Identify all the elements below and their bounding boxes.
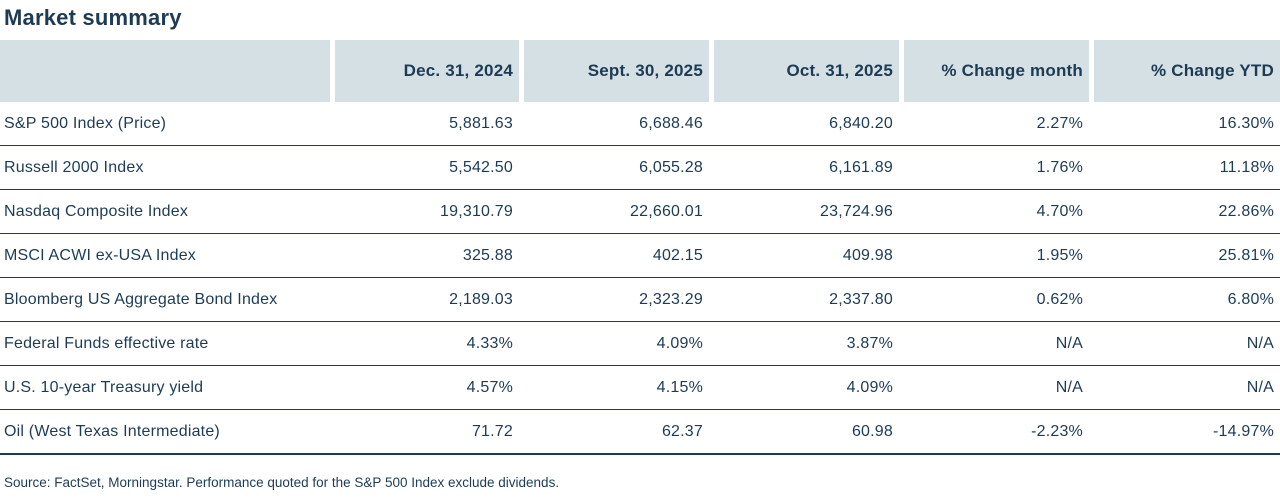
- row-label: MSCI ACWI ex-USA Index: [4, 246, 197, 264]
- cell-value: 325.88: [462, 246, 513, 264]
- cell-value: 1.95%: [1036, 246, 1083, 264]
- cell-value: 62.37: [661, 422, 703, 440]
- cell-value: 11.18%: [1219, 158, 1274, 176]
- col-header-pct-change-month: % Change month: [904, 40, 1089, 102]
- source-note: Source: FactSet, Morningstar. Performanc…: [4, 475, 560, 490]
- cell-value: 22.86%: [1218, 202, 1274, 220]
- cell-value: 4.33%: [466, 334, 513, 352]
- cell-value: 6,840.20: [829, 114, 893, 132]
- cell-value: N/A: [1055, 334, 1083, 352]
- cell-value: 6,688.46: [639, 114, 703, 132]
- cell-value: 2,189.03: [449, 290, 513, 308]
- cell-value: -14.97%: [1213, 422, 1274, 440]
- col-header-empty: [0, 40, 330, 102]
- cell-value: N/A: [1246, 334, 1274, 352]
- cell-value: 5,542.50: [449, 158, 513, 176]
- row-label: Oil (West Texas Intermediate): [4, 422, 220, 440]
- cell-value: 2,337.80: [829, 290, 893, 308]
- col-header-dec-31-2024: Dec. 31, 2024: [335, 40, 519, 102]
- row-label: U.S. 10-year Treasury yield: [4, 378, 204, 396]
- cell-value: 3.87%: [846, 334, 893, 352]
- col-header-sept-30-2025: Sept. 30, 2025: [524, 40, 709, 102]
- row-label: Bloomberg US Aggregate Bond Index: [4, 290, 278, 308]
- cell-value: 23,724.96: [820, 202, 893, 220]
- cell-value: 25.81%: [1218, 246, 1274, 264]
- table-row-russell-2000: Russell 2000 Index 5,542.50 6,055.28 6,1…: [0, 146, 1280, 190]
- cell-value: 4.15%: [656, 378, 703, 396]
- table-header-row: Dec. 31, 2024 Sept. 30, 2025 Oct. 31, 20…: [0, 40, 1280, 102]
- cell-value: -2.23%: [1031, 422, 1083, 440]
- table-row-msci-acwi: MSCI ACWI ex-USA Index 325.88 402.15 409…: [0, 234, 1280, 278]
- page-title: Market summary: [4, 5, 182, 30]
- cell-value: 6,055.28: [639, 158, 703, 176]
- cell-value: 4.09%: [846, 378, 893, 396]
- cell-value: 4.09%: [656, 334, 703, 352]
- cell-value: 22,660.01: [630, 202, 703, 220]
- cell-value: 71.72: [471, 422, 513, 440]
- table-row-nasdaq: Nasdaq Composite Index 19,310.79 22,660.…: [0, 190, 1280, 234]
- table-row-fed-funds: Federal Funds effective rate 4.33% 4.09%…: [0, 322, 1280, 366]
- row-label: Nasdaq Composite Index: [4, 202, 189, 220]
- cell-value: 1.76%: [1036, 158, 1083, 176]
- cell-value: N/A: [1055, 378, 1083, 396]
- cell-value: 402.15: [652, 246, 703, 264]
- cell-value: 2,323.29: [639, 290, 703, 308]
- table-row-sp500: S&P 500 Index (Price) 5,881.63 6,688.46 …: [0, 102, 1280, 146]
- cell-value: 4.57%: [466, 378, 513, 396]
- cell-value: 60.98: [851, 422, 893, 440]
- cell-value: 5,881.63: [449, 114, 513, 132]
- table-row-bloomberg-agg: Bloomberg US Aggregate Bond Index 2,189.…: [0, 278, 1280, 322]
- market-summary-table: Dec. 31, 2024 Sept. 30, 2025 Oct. 31, 20…: [0, 40, 1280, 455]
- cell-value: N/A: [1246, 378, 1274, 396]
- cell-value: 19,310.79: [440, 202, 513, 220]
- cell-value: 6,161.89: [829, 158, 893, 176]
- row-label: S&P 500 Index (Price): [4, 114, 167, 132]
- table-row-treasury-yield: U.S. 10-year Treasury yield 4.57% 4.15% …: [0, 366, 1280, 410]
- cell-value: 409.98: [842, 246, 893, 264]
- col-header-oct-31-2025: Oct. 31, 2025: [714, 40, 899, 102]
- cell-value: 6.80%: [1227, 290, 1274, 308]
- cell-value: 4.70%: [1036, 202, 1083, 220]
- cell-value: 2.27%: [1036, 114, 1083, 132]
- col-header-pct-change-ytd: % Change YTD: [1094, 40, 1280, 102]
- row-label: Russell 2000 Index: [4, 158, 144, 176]
- cell-value: 0.62%: [1036, 290, 1083, 308]
- cell-value: 16.30%: [1218, 114, 1274, 132]
- table-row-oil-wti: Oil (West Texas Intermediate) 71.72 62.3…: [0, 410, 1280, 455]
- row-label: Federal Funds effective rate: [4, 334, 209, 352]
